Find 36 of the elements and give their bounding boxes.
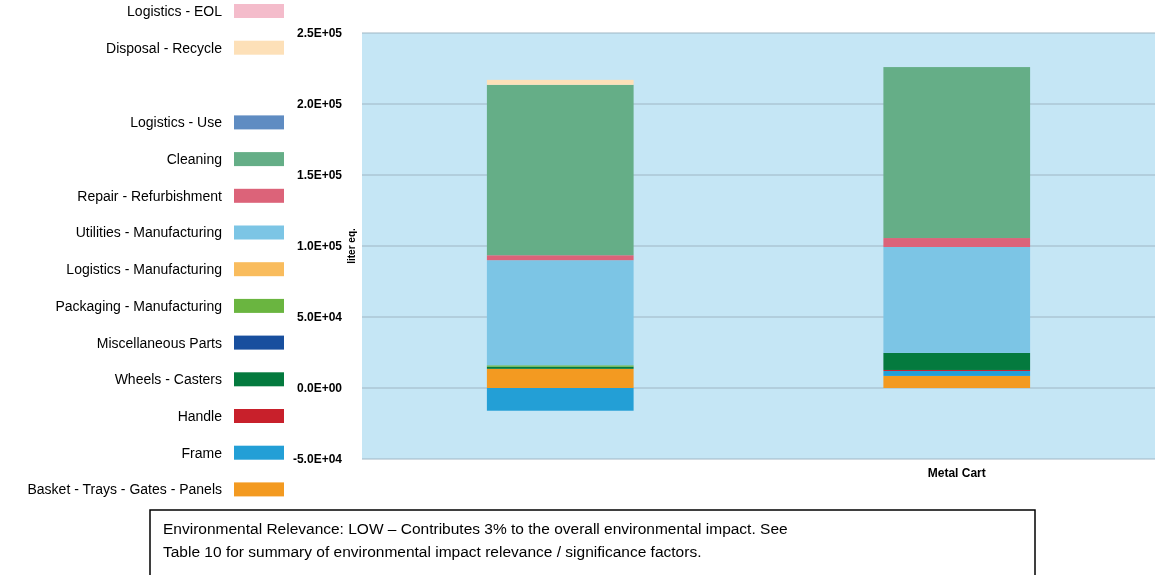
- bar: [486, 260, 634, 366]
- legend-label: Packaging - Manufacturing: [55, 297, 222, 314]
- legend-label: Basket - Trays - Gates - Panels: [27, 481, 222, 498]
- legend-label: Frame: [181, 444, 223, 461]
- bar: [883, 238, 1031, 247]
- y-tick-label: 1.0E+05: [296, 239, 343, 254]
- legend-label: Logistics - Manufacturing: [66, 261, 222, 278]
- bar: [486, 79, 634, 85]
- caption: Table 10 for summary of environmental impact relevance / significance factors.: [163, 543, 702, 560]
- legend-label: Wheels - Casters: [114, 371, 222, 388]
- legend-label: Miscellaneous Parts: [96, 334, 222, 351]
- y-tick-label: 2.0E+05: [296, 97, 343, 112]
- bar: [883, 352, 1031, 370]
- legend-label: Handle: [177, 407, 223, 424]
- legend-label: Utilities - Manufacturing: [75, 224, 222, 241]
- y-tick-label: 5.0E+04: [296, 310, 343, 325]
- bar: [883, 370, 1031, 376]
- text: Environmental Relevance: LOW – Contributes 3% to the overall environmental impact. See: [163, 520, 788, 537]
- y-axis-title: liter eq.: [346, 228, 357, 264]
- bar: [486, 84, 634, 256]
- y-tick-label: 2.5E+05: [296, 26, 343, 41]
- x-tick-label: Metal Cart: [927, 466, 986, 480]
- bar: [883, 246, 1031, 353]
- legend-label: Cleaning: [166, 151, 222, 167]
- legend-label: Repair - Refurbishment: [77, 187, 223, 204]
- legend-label: Logistics - EOL: [127, 2, 223, 19]
- y-tick-label: 0.0E+00: [296, 381, 343, 396]
- legend-label: Logistics - Use: [130, 114, 223, 131]
- y-tick-label: -5.0E+04: [292, 452, 343, 467]
- legend-label: Disposal - Recycle: [106, 39, 223, 56]
- bar: [486, 388, 634, 411]
- bar: [486, 368, 634, 388]
- bar: [486, 255, 634, 261]
- bar: [883, 67, 1031, 239]
- y-tick-label: 1.5E+05: [296, 168, 343, 183]
- bar: [883, 375, 1031, 388]
